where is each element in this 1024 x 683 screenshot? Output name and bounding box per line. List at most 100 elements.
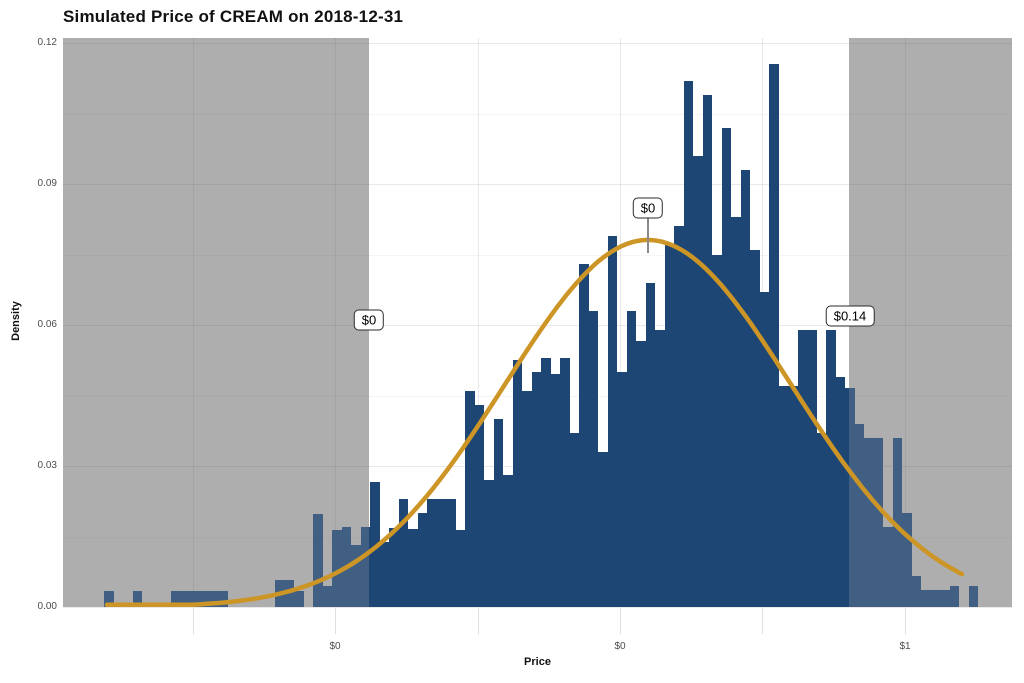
histogram-bar — [664, 245, 674, 607]
histogram-bar — [199, 591, 209, 607]
histogram-bar — [218, 591, 228, 607]
y-tick-label: 0.09 — [37, 178, 57, 189]
gridline-minor-y — [63, 254, 1012, 256]
gridline-major-x — [193, 38, 194, 607]
histogram-bar — [949, 585, 959, 607]
histogram-bar — [180, 591, 190, 607]
histogram-bar — [816, 433, 826, 607]
histogram-bar — [189, 591, 199, 607]
histogram-bar — [645, 282, 655, 607]
x-tick-label: $0 — [329, 641, 341, 652]
y-tick-label: 0.03 — [37, 460, 57, 471]
histogram-bar — [797, 329, 807, 607]
histogram-bar — [531, 372, 541, 607]
histogram-bar — [892, 437, 902, 607]
histogram-bar — [550, 373, 560, 607]
gridline-major-y — [63, 607, 1012, 608]
histogram-bar — [104, 591, 114, 607]
histogram-bar — [607, 235, 617, 607]
x-tick-mark — [905, 608, 906, 634]
gridline-minor-y — [63, 113, 1012, 115]
histogram-bar — [417, 513, 427, 607]
histogram-bar — [769, 64, 779, 607]
histogram-bar — [740, 169, 750, 607]
histogram-bar — [674, 226, 684, 607]
histogram-bar — [284, 580, 294, 607]
histogram-bar — [512, 360, 522, 607]
histogram-bar — [750, 249, 760, 607]
x-tick-mark — [620, 608, 621, 634]
histogram-bar — [807, 329, 817, 607]
histogram-bar — [389, 528, 399, 607]
histogram-bar — [683, 80, 693, 607]
histogram-bar — [930, 590, 940, 607]
y-tick-label: 0.12 — [37, 37, 57, 48]
histogram-bar — [598, 451, 608, 607]
gridline-major-x — [335, 38, 336, 607]
histogram-bar — [484, 480, 494, 607]
gridline-major-x — [478, 38, 479, 607]
histogram-bar — [864, 437, 874, 607]
histogram-bar — [569, 433, 579, 607]
annotation-mean-label: $0 — [632, 197, 664, 219]
histogram-bar — [902, 513, 912, 607]
histogram-bar — [835, 376, 845, 607]
histogram-bar — [351, 544, 361, 607]
histogram-bar — [313, 513, 323, 607]
gridline-major-y — [63, 184, 1012, 185]
gridline-major-y — [63, 325, 1012, 326]
histogram-bar — [170, 591, 180, 607]
annotation-lower-bound-label: $0 — [353, 309, 385, 331]
histogram-bar — [721, 127, 731, 607]
histogram-bar — [968, 585, 978, 607]
histogram-bar — [503, 475, 513, 607]
histogram-bar — [360, 527, 370, 607]
chart-title: Simulated Price of CREAM on 2018-12-31 — [63, 7, 404, 26]
histogram-bar — [712, 254, 722, 607]
histogram-bar — [702, 94, 712, 607]
shaded-region-below-lower-bound — [63, 38, 369, 607]
histogram-bar — [408, 528, 418, 607]
histogram-bar — [921, 590, 931, 607]
histogram-bar — [427, 498, 437, 607]
histogram-bar — [826, 329, 836, 607]
histogram-bar — [626, 310, 636, 607]
histogram-bar — [370, 481, 380, 607]
histogram-bar — [778, 386, 788, 607]
histogram-bar — [132, 591, 142, 607]
annotation-upper-bound-label: $0.14 — [825, 305, 875, 327]
histogram-bar — [455, 529, 465, 607]
histogram-bar — [474, 404, 484, 607]
histogram-bar — [655, 329, 665, 607]
histogram-bar — [617, 372, 627, 607]
x-axis-title: Price — [524, 656, 551, 668]
density-curve — [104, 237, 965, 607]
histogram-bar — [636, 341, 646, 607]
histogram-bar — [693, 155, 703, 607]
histogram-bar — [759, 292, 769, 607]
x-tick-label: $0 — [614, 641, 626, 652]
shade-veil-above-upper-bound — [849, 38, 1012, 607]
histogram-bar — [322, 586, 332, 607]
histogram-bar — [398, 498, 408, 607]
histogram-bar — [560, 357, 570, 607]
gridline-major-y — [63, 43, 1012, 44]
histogram-bar — [940, 590, 950, 607]
histogram-bar — [294, 591, 304, 607]
histogram-bar — [493, 419, 503, 607]
histogram-bar — [911, 575, 921, 607]
x-tick-mark — [478, 608, 479, 634]
histogram-bar — [579, 263, 589, 607]
x-tick-mark — [762, 608, 763, 634]
histogram-bar — [522, 390, 532, 607]
shade-veil-below-lower-bound — [63, 38, 369, 607]
x-tick-mark — [335, 608, 336, 634]
gridline-major-x — [905, 38, 906, 607]
x-tick-mark — [193, 608, 194, 634]
annotation-leader-line — [647, 208, 649, 253]
histogram-bar — [873, 437, 883, 607]
y-tick-label: 0.00 — [37, 601, 57, 612]
histogram-bar — [788, 386, 798, 607]
gridline-major-x — [620, 38, 621, 607]
